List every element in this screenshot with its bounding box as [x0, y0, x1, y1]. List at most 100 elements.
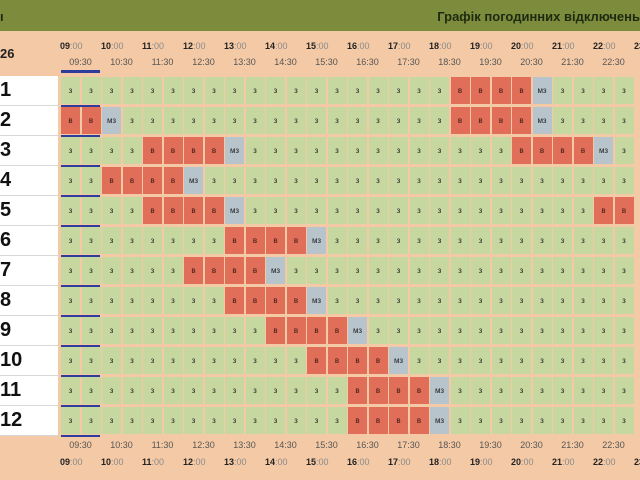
group-row: 6 з з з з з з з з в в в в мз з з з з з з з з з з з з з з з: [0, 226, 640, 257]
power-on-cell: з: [204, 377, 224, 404]
power-on-cell: з: [450, 347, 470, 374]
power-on-cell: з: [512, 167, 531, 194]
power-on-cell: з: [491, 167, 511, 194]
power-on-cell: з: [389, 257, 408, 284]
outage-cell: в: [409, 377, 429, 404]
power-on-cell: з: [204, 227, 224, 254]
hour-label: 16:00: [347, 41, 370, 51]
power-on-cell: з: [573, 197, 593, 224]
page-title: Графік погодинних відключень: [437, 9, 640, 24]
power-on-cell: з: [471, 197, 490, 224]
outage-cell: в: [204, 257, 224, 284]
power-on-cell: з: [389, 77, 408, 104]
power-on-cell: з: [327, 77, 347, 104]
power-on-cell: з: [286, 407, 306, 434]
power-on-cell: з: [61, 137, 80, 164]
half-hour-label: 21:30: [561, 440, 584, 450]
possible-outage-cell: мз: [532, 77, 552, 104]
power-on-cell: з: [471, 167, 490, 194]
power-on-cell: з: [512, 227, 531, 254]
outage-cell: в: [348, 347, 367, 374]
power-on-cell: з: [450, 377, 470, 404]
power-on-cell: з: [102, 137, 121, 164]
half-hour-label: 19:30: [479, 440, 502, 450]
power-on-cell: з: [409, 287, 429, 314]
half-hour-label: 11:30: [151, 57, 174, 67]
outage-cell: в: [204, 137, 224, 164]
power-on-cell: з: [245, 317, 265, 344]
hour-label: 23:00: [634, 41, 640, 51]
hour-label: 12:00: [183, 41, 206, 51]
power-on-cell: з: [450, 137, 470, 164]
power-on-cell: з: [594, 227, 613, 254]
power-on-cell: з: [225, 167, 244, 194]
outage-cell: в: [163, 197, 183, 224]
power-on-cell: з: [532, 287, 552, 314]
power-on-cell: з: [348, 257, 367, 284]
power-on-cell: з: [286, 377, 306, 404]
power-on-cell: з: [553, 167, 572, 194]
power-on-cell: з: [122, 77, 142, 104]
half-hour-label: 11:30: [151, 440, 174, 450]
hour-label: 09:00: [60, 41, 83, 51]
half-hour-label: 23:30: [634, 57, 640, 67]
power-on-cell: з: [348, 167, 367, 194]
half-hour-label: 15:30: [315, 440, 338, 450]
power-on-cell: з: [553, 377, 572, 404]
footer-bar: [0, 452, 640, 480]
power-on-cell: з: [163, 377, 183, 404]
power-on-cell: з: [327, 407, 347, 434]
power-on-cell: з: [348, 107, 367, 134]
power-on-cell: з: [266, 197, 285, 224]
power-on-cell: з: [573, 167, 593, 194]
power-on-cell: з: [532, 227, 552, 254]
hour-label: 13:00: [224, 41, 247, 51]
outage-cell: в: [327, 317, 347, 344]
power-on-cell: з: [368, 77, 388, 104]
half-hour-label: 15:30: [315, 57, 338, 67]
power-on-cell: з: [409, 347, 429, 374]
group-row: 8 з з з з з з з з в в в в мз з з з з з з з з з з з з з з з: [0, 286, 640, 317]
power-on-cell: з: [184, 407, 203, 434]
hour-label: 19:00: [470, 41, 493, 51]
group-label: 10: [0, 346, 58, 376]
hour-label: 17:00: [388, 457, 411, 467]
power-on-cell: з: [122, 287, 142, 314]
power-on-cell: з: [614, 137, 634, 164]
power-on-cell: з: [307, 167, 326, 194]
current-slot-underline: [61, 315, 100, 317]
power-on-cell: з: [471, 257, 490, 284]
power-on-cell: з: [368, 287, 388, 314]
outage-cell: в: [368, 347, 388, 374]
power-on-cell: з: [450, 287, 470, 314]
outage-cell: в: [286, 317, 306, 344]
power-on-cell: з: [266, 377, 285, 404]
power-on-cell: з: [594, 167, 613, 194]
outage-cell: в: [184, 257, 203, 284]
possible-outage-cell: мз: [307, 227, 326, 254]
half-hour-label: 09:30: [69, 440, 92, 450]
power-on-cell: з: [102, 77, 121, 104]
power-on-cell: з: [163, 287, 183, 314]
power-on-cell: з: [594, 347, 613, 374]
power-on-cell: з: [491, 227, 511, 254]
half-hour-label: 16:30: [356, 440, 379, 450]
power-on-cell: з: [327, 137, 347, 164]
power-on-cell: з: [122, 347, 142, 374]
power-on-cell: з: [450, 407, 470, 434]
power-on-cell: з: [61, 77, 80, 104]
power-on-cell: з: [61, 407, 80, 434]
group-label: 1: [0, 76, 58, 106]
power-on-cell: з: [594, 77, 613, 104]
current-slot-underline: [61, 405, 100, 407]
power-on-cell: з: [81, 197, 101, 224]
power-on-cell: з: [614, 107, 634, 134]
outage-cell: в: [143, 137, 162, 164]
power-on-cell: з: [61, 347, 80, 374]
possible-outage-cell: мз: [532, 107, 552, 134]
power-on-cell: з: [573, 287, 593, 314]
power-on-cell: з: [409, 77, 429, 104]
outage-cell: в: [409, 407, 429, 434]
power-on-cell: з: [122, 227, 142, 254]
power-on-cell: з: [450, 197, 470, 224]
